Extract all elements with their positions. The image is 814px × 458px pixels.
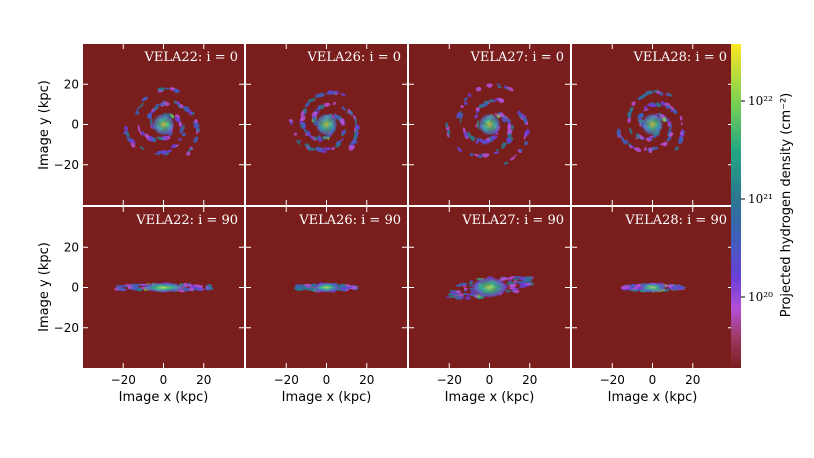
panel-vela22-i90: VELA22: i = 90 <box>83 207 244 368</box>
y-axis-label-top: Image y (kpc) <box>37 80 52 170</box>
gas-structure <box>445 276 535 300</box>
panel-ticks <box>409 207 570 368</box>
x-tick-label: 20 <box>685 373 700 387</box>
panel-vela26-i0: VELA26: i = 0 <box>246 44 407 205</box>
x-tick-label: −20 <box>111 373 136 387</box>
colorbar-label: Projected hydrogen density (cm⁻²) <box>779 93 794 318</box>
panel-ticks <box>246 44 407 205</box>
x-tick-label: −20 <box>437 373 462 387</box>
gas-structure <box>114 282 214 293</box>
x-tick-label: 0 <box>160 373 168 387</box>
panel-label: VELA28: i = 0 <box>632 50 727 65</box>
x-tick-label: −20 <box>600 373 625 387</box>
panel-ticks <box>409 44 570 205</box>
colorbar-tick-label: 10²⁰ <box>748 290 773 304</box>
gas-structure <box>293 282 360 293</box>
panel-label: VELA27: i = 90 <box>461 213 564 228</box>
colorbar-gradient <box>731 44 741 368</box>
panel-vela28-i0: VELA28: i = 0 <box>572 44 733 205</box>
y-tick-label: −20 <box>54 321 79 335</box>
x-tick-label: 20 <box>359 373 374 387</box>
y-tick-label: 20 <box>64 240 79 254</box>
gas-structure <box>288 90 360 153</box>
panel-label: VELA22: i = 0 <box>143 50 238 65</box>
gas-structure <box>123 87 201 156</box>
x-tick-label: 0 <box>486 373 494 387</box>
panel-ticks <box>83 207 244 368</box>
gas-structure <box>620 282 687 293</box>
panel-vela27-i0: VELA27: i = 0 <box>409 44 570 205</box>
x-axis-label: Image x (kpc) <box>282 390 372 405</box>
y-tick-label: 0 <box>71 118 79 132</box>
panel-label: VELA28: i = 90 <box>624 213 727 228</box>
y-tick-label: 0 <box>71 281 79 295</box>
panel-ticks <box>83 44 244 205</box>
y-tick-label: 20 <box>64 77 79 91</box>
x-tick-label: 20 <box>196 373 211 387</box>
panel-ticks <box>246 207 407 368</box>
x-tick-label: −20 <box>274 373 299 387</box>
gas-structure <box>445 83 530 165</box>
x-tick-label: 0 <box>323 373 331 387</box>
panel-vela22-i0: VELA22: i = 0 <box>83 44 244 205</box>
panel-vela28-i90: VELA28: i = 90 <box>572 207 733 368</box>
x-tick-label: 20 <box>522 373 537 387</box>
x-tick-label: 0 <box>649 373 657 387</box>
panel-vela27-i90: VELA27: i = 90 <box>409 207 570 368</box>
x-axis-label: Image x (kpc) <box>445 390 535 405</box>
x-axis-label: Image x (kpc) <box>608 390 698 405</box>
y-axis-label-bottom: Image y (kpc) <box>37 242 52 332</box>
panel-label: VELA27: i = 0 <box>469 50 564 65</box>
colorbar: 10²² 10²¹ 10²⁰ Projected hydrogen density … <box>731 44 794 368</box>
panel-label: VELA26: i = 0 <box>306 50 401 65</box>
panel-label: VELA22: i = 90 <box>135 213 238 228</box>
panel-vela26-i90: VELA26: i = 90 <box>246 207 407 368</box>
colorbar-tick-label: 10²² <box>748 94 773 108</box>
y-tick-label: −20 <box>54 158 79 172</box>
colorbar-tick-label: 10²¹ <box>748 192 773 206</box>
x-axis-label: Image x (kpc) <box>119 390 209 405</box>
gas-structure <box>616 89 685 154</box>
panel-label: VELA26: i = 90 <box>298 213 401 228</box>
